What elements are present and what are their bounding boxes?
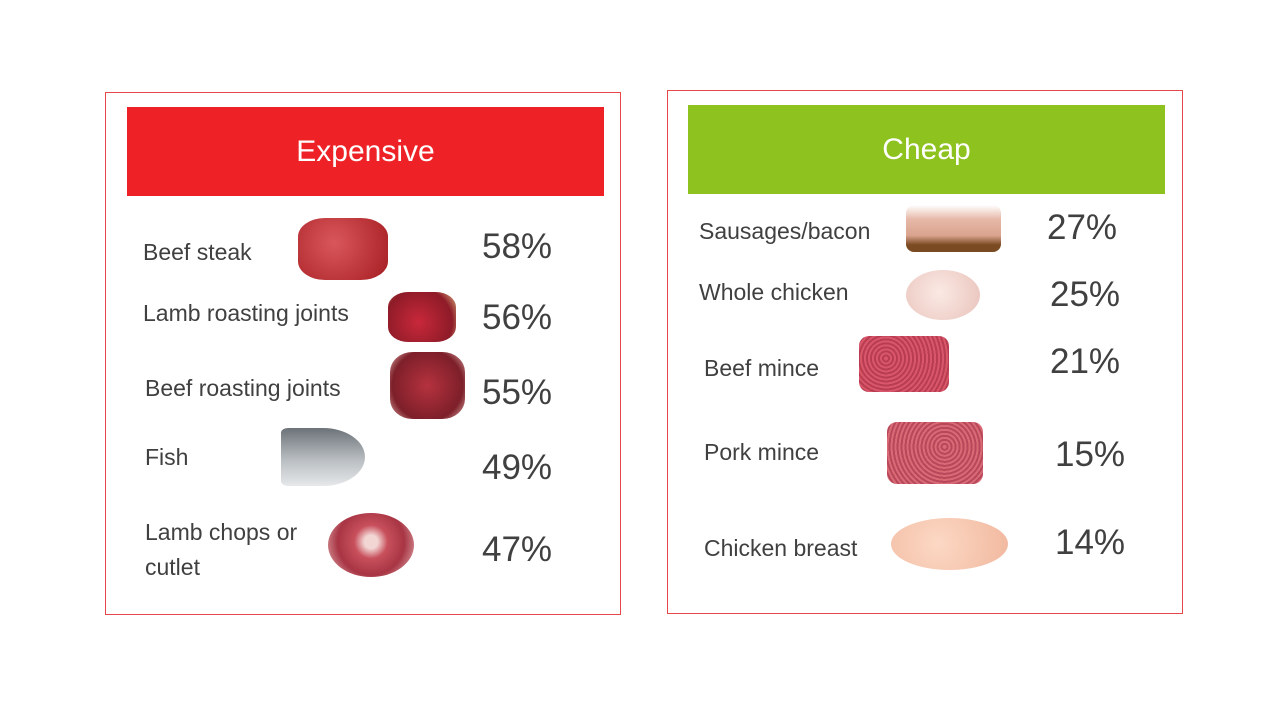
item-value: 58% xyxy=(482,227,553,266)
sausages-bacon-image xyxy=(906,205,1001,252)
lamb-chops-image xyxy=(328,513,414,577)
beef-mince-image xyxy=(859,336,949,392)
cheap-panel xyxy=(667,90,1183,614)
item-label: Whole chicken xyxy=(699,279,849,305)
item-label: Beef roasting joints xyxy=(145,375,341,401)
item-value: 47% xyxy=(482,530,553,569)
pork-mince-image xyxy=(887,422,983,484)
item-value: 49% xyxy=(482,448,553,487)
lamb-roast-image xyxy=(388,292,456,342)
fish-image xyxy=(281,428,365,486)
item-value: 56% xyxy=(482,298,553,337)
item-label: Sausages/bacon xyxy=(699,218,871,244)
item-label: Lamb roasting joints xyxy=(143,300,349,326)
item-value: 27% xyxy=(1047,208,1118,247)
item-label: Beef mince xyxy=(704,355,820,381)
beef-steak-image xyxy=(298,218,388,280)
item-label: Fish xyxy=(145,444,189,470)
item-label: Chicken breast xyxy=(704,535,858,561)
expensive-panel xyxy=(105,92,621,615)
item-value: 15% xyxy=(1055,435,1126,474)
item-label: Pork mince xyxy=(704,439,820,465)
item-value: 14% xyxy=(1055,523,1126,562)
chicken-breast-image xyxy=(891,518,1008,570)
item-label: Lamb chops or cutlet xyxy=(145,519,298,580)
beef-roast-image xyxy=(390,352,465,419)
whole-chicken-image xyxy=(906,270,980,320)
item-value: 55% xyxy=(482,373,553,412)
item-value: 21% xyxy=(1050,342,1121,381)
item-label: Beef steak xyxy=(143,239,252,265)
expensive-header: Expensive xyxy=(127,107,604,196)
cheap-header: Cheap xyxy=(688,105,1165,194)
item-value: 25% xyxy=(1050,275,1121,314)
